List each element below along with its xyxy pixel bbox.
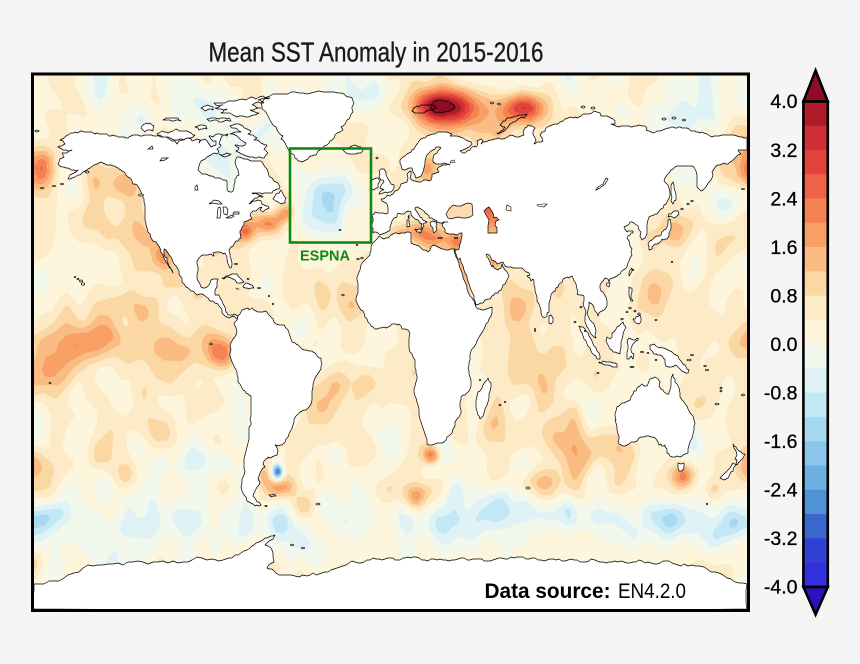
svg-text:4.0: 4.0 [770,91,797,113]
svg-text:2.4: 2.4 [770,188,797,210]
svg-text:-2.4: -2.4 [764,480,798,502]
svg-text:-4.0: -4.0 [764,577,798,599]
svg-text:1.6: 1.6 [770,237,797,259]
svg-text:0.8: 0.8 [770,285,797,307]
svg-text:0.0: 0.0 [770,334,797,356]
svg-text:Data source:: Data source: [485,580,611,603]
svg-text:-0.8: -0.8 [764,383,798,405]
svg-text:ESPNA: ESPNA [300,249,351,265]
svg-text:3.2: 3.2 [770,140,797,162]
svg-text:-3.2: -3.2 [764,528,798,550]
svg-text:-1.6: -1.6 [764,431,798,453]
svg-text:Mean SST Anomaly in 2015-2016: Mean SST Anomaly in 2015-2016 [209,36,544,67]
svg-text:EN4.2.0: EN4.2.0 [618,580,686,603]
